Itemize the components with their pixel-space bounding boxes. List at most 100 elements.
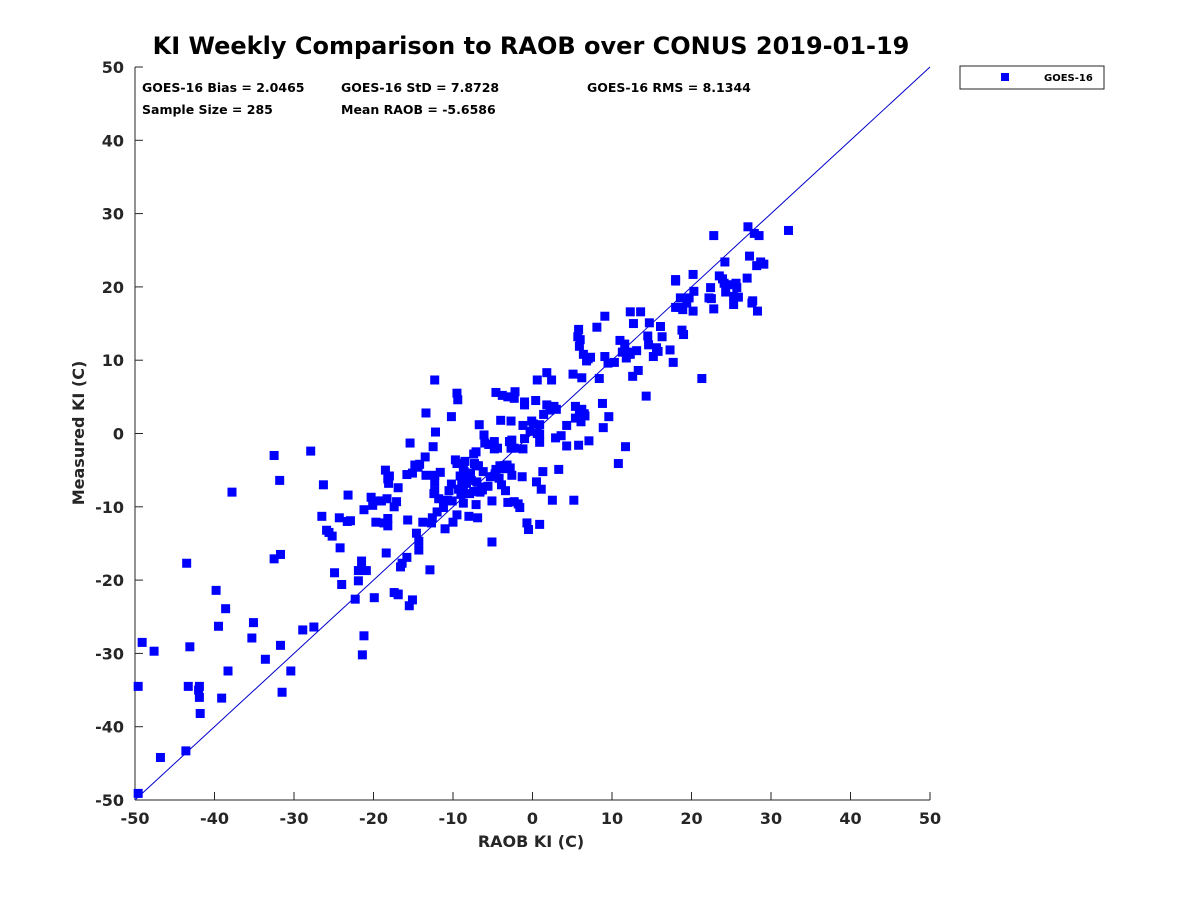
data-point — [452, 459, 462, 469]
data-point — [472, 477, 482, 487]
data-point — [393, 589, 403, 599]
data-point — [414, 545, 424, 555]
data-point — [384, 478, 394, 488]
y-tick-label: 30 — [102, 205, 124, 224]
data-point — [474, 420, 484, 430]
data-point — [484, 439, 494, 449]
data-point — [458, 498, 468, 508]
data-point — [506, 416, 516, 426]
data-point — [657, 332, 667, 342]
data-point — [393, 483, 403, 493]
data-point — [542, 368, 552, 378]
data-point — [427, 513, 437, 523]
data-point — [643, 331, 653, 341]
data-point — [418, 517, 428, 527]
data-point — [584, 436, 594, 446]
data-point — [446, 412, 456, 422]
data-point — [444, 486, 454, 496]
x-tick-label: 30 — [760, 809, 782, 828]
data-point — [539, 409, 549, 419]
data-point — [133, 788, 143, 798]
data-point — [411, 528, 421, 538]
data-point — [745, 251, 755, 261]
x-tick-label: 50 — [919, 809, 941, 828]
data-point — [729, 291, 739, 301]
data-point — [706, 294, 716, 304]
x-tick-label: -10 — [439, 809, 468, 828]
data-point — [682, 298, 692, 308]
data-point — [625, 349, 635, 359]
data-point — [507, 435, 517, 445]
data-point — [430, 375, 440, 385]
data-point — [402, 470, 412, 480]
y-tick-label: 10 — [102, 351, 124, 370]
data-point — [632, 346, 642, 356]
legend: GOES-16 — [959, 65, 1105, 90]
x-tick-label: 10 — [601, 809, 623, 828]
data-point — [620, 339, 630, 349]
data-point — [260, 654, 270, 664]
data-point — [306, 446, 316, 456]
data-point — [679, 330, 689, 340]
data-point — [507, 470, 517, 480]
data-point — [615, 335, 625, 345]
data-point — [617, 347, 627, 357]
data-point — [469, 486, 479, 496]
data-point — [535, 437, 545, 447]
stat-sample-size: Sample Size = 285 — [142, 102, 273, 117]
data-point — [733, 292, 743, 302]
data-point — [528, 419, 538, 429]
y-tick-label: -50 — [95, 791, 124, 810]
data-point — [509, 393, 519, 403]
data-point — [357, 650, 367, 660]
data-point — [181, 746, 191, 756]
data-point — [383, 521, 393, 531]
data-point — [334, 513, 344, 523]
data-point — [483, 481, 493, 491]
data-point — [195, 709, 205, 719]
data-point — [430, 477, 440, 487]
data-point — [466, 475, 476, 485]
data-point — [465, 468, 475, 478]
data-point — [384, 471, 394, 481]
data-point — [194, 681, 204, 691]
data-point — [382, 494, 392, 504]
data-point — [604, 412, 614, 422]
data-point — [628, 319, 638, 329]
data-point — [211, 585, 221, 595]
data-point — [452, 388, 462, 398]
data-point — [435, 467, 445, 477]
data-point — [570, 401, 580, 411]
data-point — [517, 472, 527, 482]
data-point — [457, 480, 467, 490]
data-point — [194, 692, 204, 702]
data-point — [353, 576, 363, 586]
data-point — [655, 321, 665, 331]
data-point — [434, 494, 444, 504]
data-point — [368, 500, 378, 510]
data-point — [425, 565, 435, 575]
data-point — [678, 305, 688, 315]
y-tick-label: -40 — [95, 718, 124, 737]
data-point — [532, 375, 542, 385]
x-tick-label: -30 — [280, 809, 309, 828]
legend-box — [959, 65, 1105, 90]
data-point — [155, 752, 165, 762]
data-point — [421, 408, 431, 418]
stat-mean-raob: Mean RAOB = -5.6586 — [341, 102, 496, 117]
data-point — [446, 479, 456, 489]
data-point — [569, 495, 579, 505]
data-point — [749, 228, 759, 238]
data-point — [473, 461, 483, 471]
data-point — [442, 495, 452, 505]
data-point — [535, 420, 545, 430]
data-point — [447, 496, 457, 506]
data-point — [709, 231, 719, 241]
data-point — [535, 519, 545, 529]
data-point — [525, 426, 535, 436]
data-point — [551, 433, 561, 443]
data-point — [688, 269, 698, 279]
stat-std: GOES-16 StD = 7.8728 — [341, 80, 499, 95]
data-point — [503, 392, 513, 402]
data-point — [721, 287, 731, 297]
